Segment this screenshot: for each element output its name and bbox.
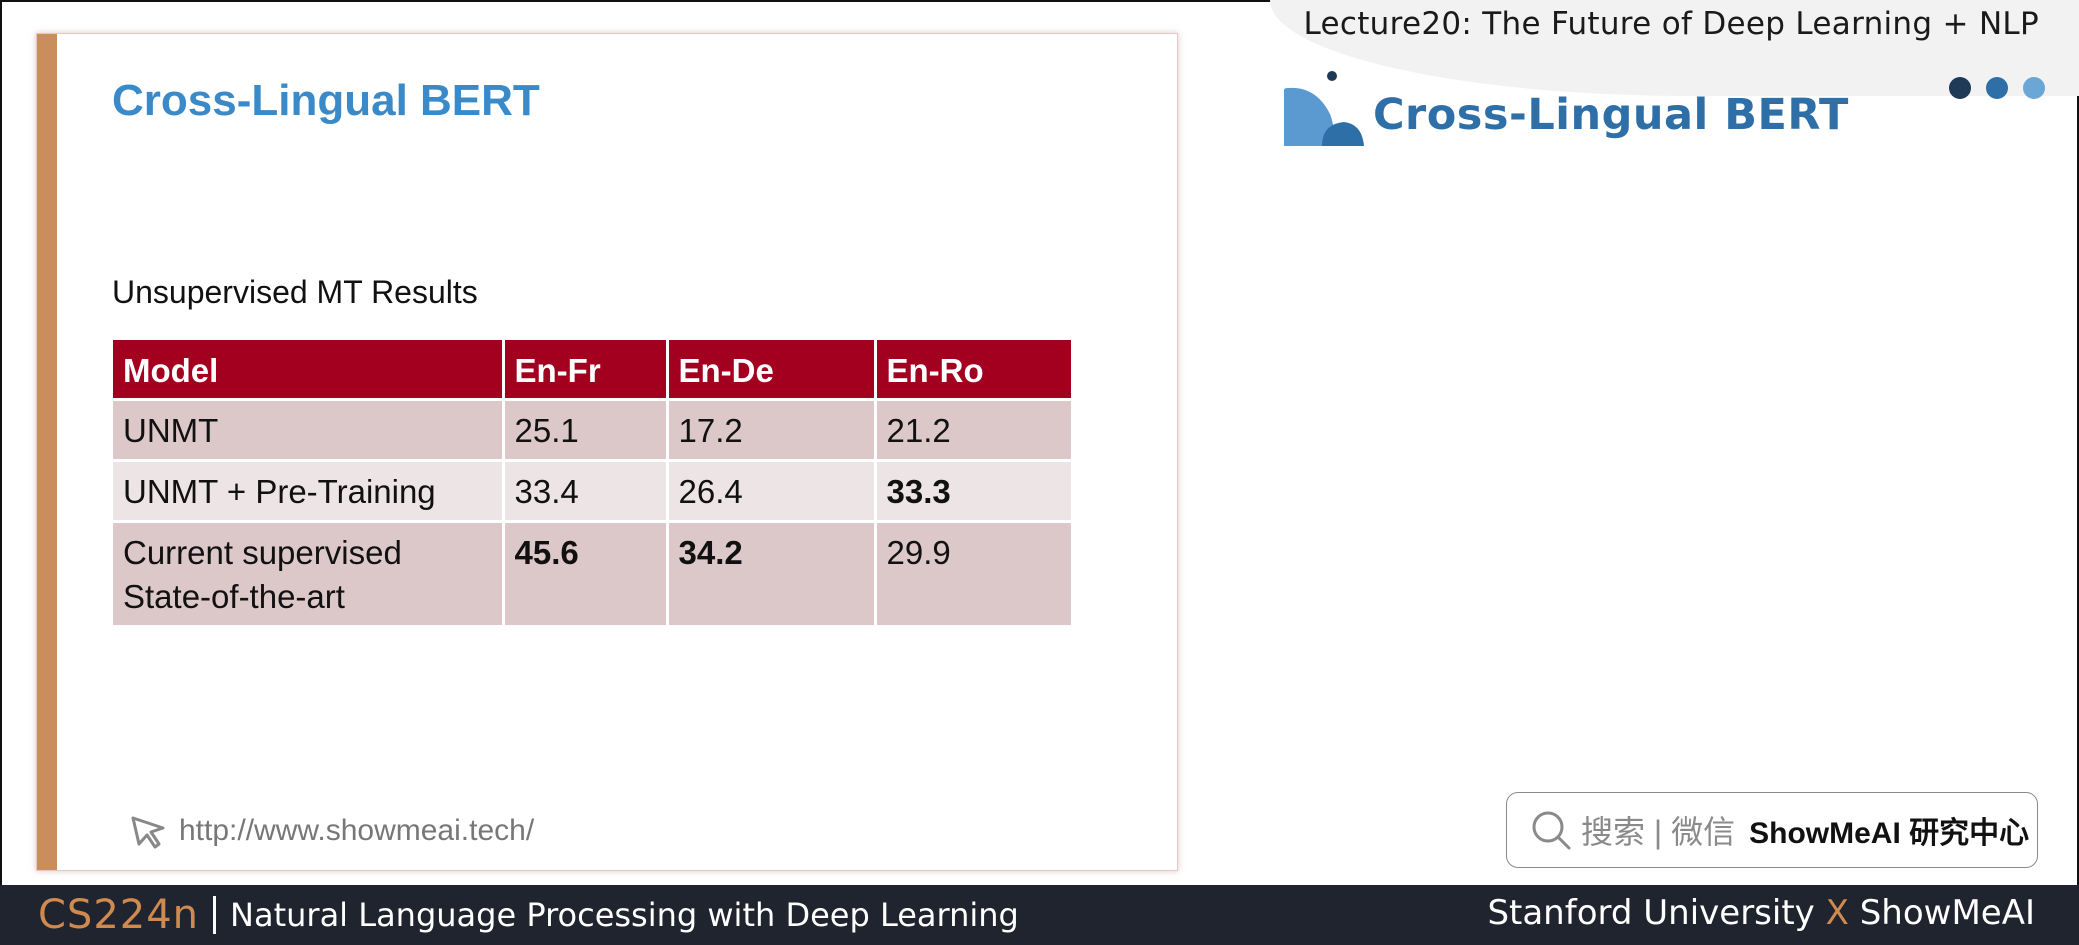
header-en-de: En-De xyxy=(667,340,877,401)
cell-en-de: 17.2 xyxy=(667,399,877,462)
slide-accent-bar xyxy=(37,34,57,870)
cell-en-fr: 25.1 xyxy=(503,399,669,462)
section-heading: Cross-Lingual BERT xyxy=(1373,90,1849,140)
search-icon xyxy=(1532,811,1571,850)
slide-url-link[interactable]: http://www.showmeai.tech/ xyxy=(129,812,534,850)
cell-en-fr: 45.6 xyxy=(503,521,669,628)
cell-model-line-1: Current supervised xyxy=(123,534,402,571)
results-table: Model En-Fr En-De En-Ro UNMT 25.1 17.2 2… xyxy=(113,340,1071,628)
cell-en-de: 26.4 xyxy=(667,460,877,523)
footer-x-mark: X xyxy=(1825,893,1849,933)
footer-right-org: ShowMeAI xyxy=(1859,893,2035,933)
table-header-row: Model En-Fr En-De En-Ro xyxy=(113,340,1071,401)
search-badge-text: 搜索 | 微信 xyxy=(1581,814,1736,850)
cell-model: UNMT xyxy=(113,399,505,462)
table-row: Current supervised State-of-the-art 45.6… xyxy=(113,521,1071,628)
section-logo-icon xyxy=(1284,71,1364,146)
dot-mid xyxy=(1986,77,2008,99)
dot-dark xyxy=(1949,77,1971,99)
footer-course: CS224n xyxy=(38,892,200,938)
footer-bar: CS224n Natural Language Processing with … xyxy=(0,885,2079,945)
cell-model-line-2: State-of-the-art xyxy=(123,578,345,615)
cursor-arrow-icon xyxy=(131,816,165,849)
cell-en-fr: 33.4 xyxy=(503,460,669,523)
footer-divider xyxy=(213,896,217,934)
cell-en-de: 34.2 xyxy=(667,521,877,628)
cell-en-ro: 21.2 xyxy=(875,399,1071,462)
header-model: Model xyxy=(113,340,505,401)
footer-orgs: Stanford University X ShowMeAI xyxy=(1487,893,2035,933)
cell-en-ro: 33.3 xyxy=(875,460,1071,523)
cell-model: Current supervised State-of-the-art xyxy=(113,521,505,628)
header-en-fr: En-Fr xyxy=(503,340,669,401)
search-badge-brand: ShowMeAI 研究中心 xyxy=(1749,817,2030,850)
cell-model: UNMT + Pre-Training xyxy=(113,460,505,523)
table-row: UNMT + Pre-Training 33.4 26.4 33.3 xyxy=(113,460,1071,523)
footer-description: Natural Language Processing with Deep Le… xyxy=(230,896,1019,934)
slide-card: Cross-Lingual BERT Unsupervised MT Resul… xyxy=(36,33,1178,871)
lecture-title: Lecture20: The Future of Deep Learning +… xyxy=(1303,6,2039,42)
header-en-ro: En-Ro xyxy=(875,340,1071,401)
footer-left-org: Stanford University xyxy=(1487,893,1815,933)
search-badge[interactable]: 搜索 | 微信 ShowMeAI 研究中心 xyxy=(1506,792,2038,868)
cell-en-ro: 29.9 xyxy=(875,521,1071,628)
slide-subtitle: Unsupervised MT Results xyxy=(112,274,478,310)
table-row: UNMT 25.1 17.2 21.2 xyxy=(113,399,1071,462)
dot-light xyxy=(2023,77,2045,99)
url-text: http://www.showmeai.tech/ xyxy=(179,814,535,847)
slide-title: Cross-Lingual BERT xyxy=(112,76,540,125)
decorative-dots xyxy=(1949,77,2045,99)
